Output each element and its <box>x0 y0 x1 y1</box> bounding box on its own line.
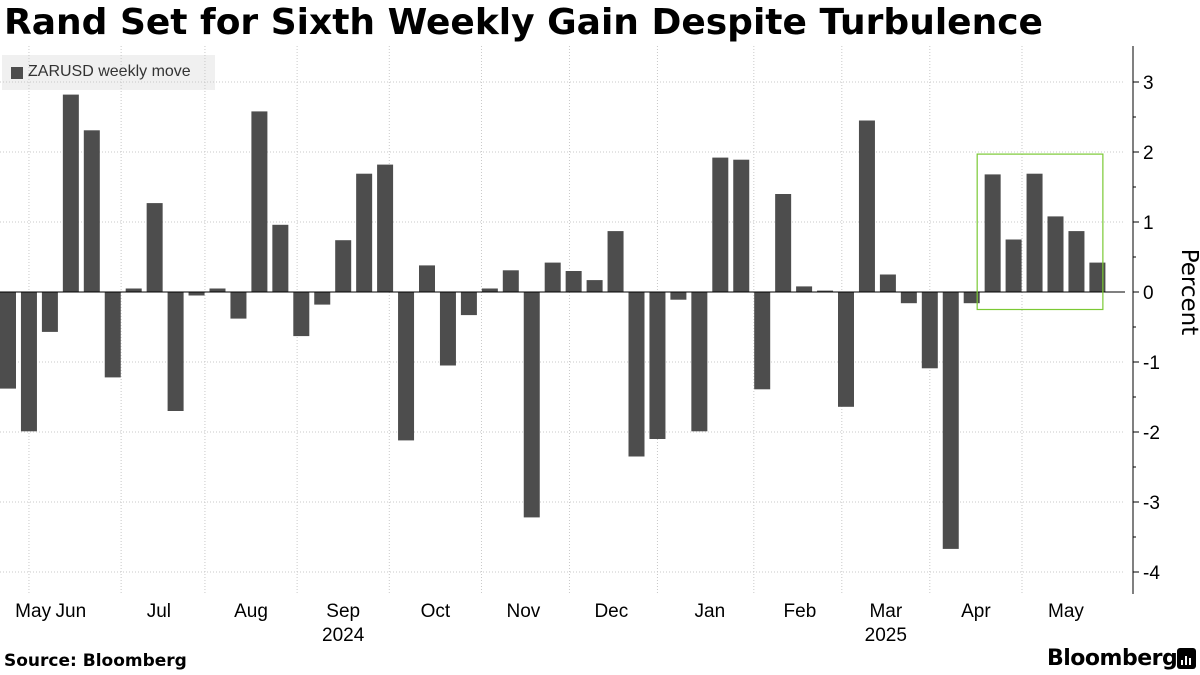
bar <box>775 194 792 292</box>
x-tick-label: Nov <box>506 601 540 622</box>
bar <box>20 292 37 432</box>
y-tick-label: 3 <box>1143 73 1154 94</box>
bar <box>502 270 519 292</box>
bar <box>900 292 917 304</box>
bar <box>1026 173 1043 292</box>
bar <box>817 290 834 292</box>
y-tick-label: 1 <box>1143 213 1154 234</box>
x-tick-label: May <box>15 601 51 622</box>
x-tick-label: Sep <box>326 601 360 622</box>
bar <box>41 292 58 332</box>
x-tick-label: Mar <box>869 601 902 622</box>
y-tick-label: -1 <box>1143 353 1160 374</box>
bar <box>439 292 456 366</box>
bar <box>251 111 268 293</box>
bar <box>293 292 310 337</box>
source-note: Source: Bloomberg <box>4 651 187 671</box>
bar <box>419 265 435 292</box>
bar <box>942 292 959 549</box>
bar <box>83 130 100 292</box>
x-tick-label: Aug <box>234 601 268 622</box>
chart-title: Rand Set for Sixth Weekly Gain Despite T… <box>4 2 1043 43</box>
x-tick-label: Jun <box>56 601 87 622</box>
y-tick-label: -3 <box>1143 493 1160 514</box>
bar <box>586 280 603 292</box>
bar <box>796 286 813 292</box>
bar <box>754 292 771 390</box>
bar <box>335 240 352 292</box>
bloomberg-logo: Bloomberg <box>1047 646 1178 671</box>
bar <box>1005 239 1022 292</box>
bar <box>230 292 247 319</box>
bar <box>523 292 540 518</box>
bar <box>921 292 938 369</box>
x-tick-label: Dec <box>594 601 628 622</box>
bar <box>670 292 687 300</box>
legend: ZARUSD weekly move <box>2 55 215 90</box>
bar <box>398 292 415 441</box>
bar <box>272 224 289 292</box>
bar <box>649 292 666 439</box>
bar <box>146 203 163 292</box>
bar <box>858 120 875 292</box>
bar <box>838 292 854 407</box>
highlight-box <box>976 153 1104 311</box>
y-tick-label: 0 <box>1143 283 1154 304</box>
x-year-label: 2025 <box>865 625 907 646</box>
bar <box>1047 216 1064 292</box>
bar <box>460 292 477 316</box>
bar <box>188 292 205 296</box>
legend-swatch <box>11 67 23 79</box>
bar <box>377 164 394 292</box>
bar <box>62 94 79 292</box>
bar <box>607 231 624 292</box>
x-tick-label: Apr <box>961 601 991 622</box>
bar <box>628 292 645 457</box>
bar <box>104 292 121 378</box>
y-tick-label: 2 <box>1143 143 1154 164</box>
bar <box>209 288 226 292</box>
bar <box>712 157 729 292</box>
bar <box>356 173 373 292</box>
legend-label: ZARUSD weekly move <box>28 63 191 80</box>
x-tick-label: Jan <box>695 601 726 622</box>
bar <box>1068 231 1085 292</box>
bar <box>963 292 980 304</box>
bar <box>544 262 561 292</box>
bar <box>125 288 142 292</box>
bar <box>1089 262 1106 292</box>
bar <box>314 292 331 305</box>
x-year-label: 2024 <box>322 625 365 646</box>
y-axis-title: Percent <box>1176 249 1200 336</box>
bar <box>879 274 896 292</box>
x-tick-label: May <box>1048 601 1084 622</box>
x-tick-label: Jul <box>147 601 171 622</box>
bloomberg-terminal-icon <box>1177 648 1196 669</box>
x-tick-label: Oct <box>421 601 451 622</box>
bar <box>565 271 582 292</box>
bar <box>984 174 1001 292</box>
bar <box>167 292 184 411</box>
x-tick-label: Feb <box>784 601 817 622</box>
bar <box>0 292 16 389</box>
y-tick-label: -4 <box>1143 563 1160 584</box>
bar <box>691 292 708 432</box>
bar <box>733 159 750 292</box>
y-tick-label: -2 <box>1143 423 1160 444</box>
bar <box>481 288 498 292</box>
